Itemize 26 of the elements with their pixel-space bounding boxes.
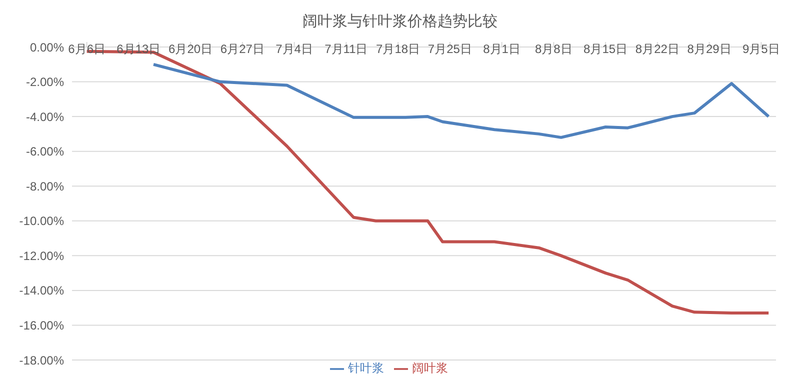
chart-title: 阔叶浆与针叶浆价格趋势比较 <box>302 12 498 32</box>
x-tick-label: 8月22日 <box>635 42 680 56</box>
y-tick-label: -12.00% <box>19 248 64 263</box>
y-tick-label: -18.00% <box>19 353 64 368</box>
x-tick-label: 8月1日 <box>483 42 520 56</box>
x-tick-label: 7月18日 <box>376 42 420 56</box>
x-tick-label: 6月20日 <box>168 42 213 56</box>
x-tick-label: 7月11日 <box>324 42 368 56</box>
x-tick-label: 7月25日 <box>428 42 472 56</box>
y-tick-label: -16.00% <box>19 318 64 332</box>
legend-label: 阔叶浆 <box>412 361 448 375</box>
legend-label: 针叶浆 <box>348 361 384 375</box>
x-tick-label: 8月29日 <box>687 42 732 56</box>
y-tick-label: -2.00% <box>26 75 64 90</box>
x-tick-label: 8月15日 <box>584 42 628 56</box>
y-tick-label: -4.00% <box>26 110 64 124</box>
y-tick-label: -10.00% <box>19 214 64 228</box>
x-tick-label: 7月4日 <box>276 42 313 56</box>
y-tick-label: 0.00% <box>30 40 64 54</box>
line-series <box>152 62 770 139</box>
y-tick-label: -14.00% <box>19 284 64 298</box>
x-tick-label: 8月8日 <box>535 42 572 56</box>
y-tick-label: -8.00% <box>26 179 64 194</box>
x-tick-label: 6月27日 <box>220 42 264 56</box>
y-tick-label: -6.00% <box>26 144 64 159</box>
x-tick-label: 9月5日 <box>742 42 780 56</box>
